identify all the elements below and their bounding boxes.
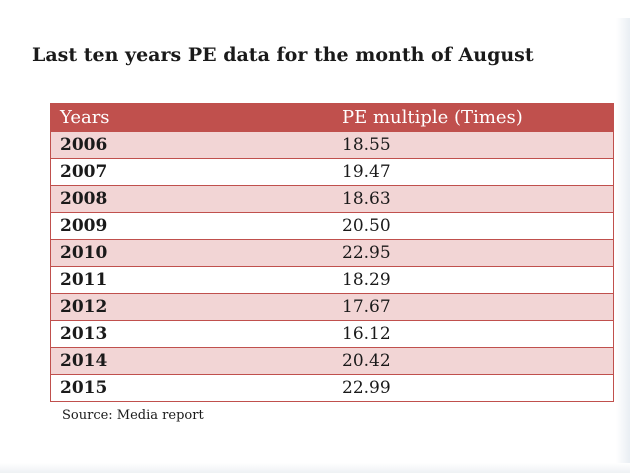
cell-pe-multiple: 22.95 — [333, 239, 614, 267]
page-edge-shadow-bottom — [0, 463, 630, 473]
cell-year: 2011 — [50, 266, 333, 294]
cell-year: 2012 — [50, 293, 333, 321]
table-body: 2006 18.55 2007 19.47 2008 18.63 2009 20.50 2010… — [50, 131, 614, 402]
pe-data-table: Years PE multiple (Times) 2006 18.55 2007 1… — [50, 103, 614, 402]
cell-pe-multiple: 17.67 — [333, 293, 614, 321]
table-row: 2015 22.99 — [50, 374, 614, 402]
column-header-pe-multiple: PE multiple (Times) — [333, 103, 614, 132]
table-row: 2014 20.42 — [50, 347, 614, 375]
cell-year: 2006 — [50, 131, 333, 159]
cell-pe-multiple: 18.63 — [333, 185, 614, 213]
table-title: Last ten years PE data for the month of … — [32, 44, 534, 66]
cell-pe-multiple: 22.99 — [333, 374, 614, 402]
table-row: 2011 18.29 — [50, 266, 614, 294]
source-note: Source: Media report — [62, 408, 204, 423]
cell-year: 2008 — [50, 185, 333, 213]
cell-pe-multiple: 16.12 — [333, 320, 614, 348]
table-row: 2006 18.55 — [50, 131, 614, 159]
cell-year: 2009 — [50, 212, 333, 240]
table-row: 2013 16.12 — [50, 320, 614, 348]
cell-pe-multiple: 18.55 — [333, 131, 614, 159]
table-row: 2009 20.50 — [50, 212, 614, 240]
cell-year: 2015 — [50, 374, 333, 402]
table-row: 2007 19.47 — [50, 158, 614, 186]
table-row: 2012 17.67 — [50, 293, 614, 321]
cell-year: 2014 — [50, 347, 333, 375]
cell-year: 2013 — [50, 320, 333, 348]
cell-pe-multiple: 20.42 — [333, 347, 614, 375]
cell-year: 2010 — [50, 239, 333, 267]
page-edge-shadow-right — [616, 18, 630, 463]
cell-year: 2007 — [50, 158, 333, 186]
cell-pe-multiple: 20.50 — [333, 212, 614, 240]
table-header-row: Years PE multiple (Times) — [50, 103, 614, 132]
cell-pe-multiple: 19.47 — [333, 158, 614, 186]
table-row: 2008 18.63 — [50, 185, 614, 213]
table-row: 2010 22.95 — [50, 239, 614, 267]
column-header-years: Years — [50, 103, 333, 132]
cell-pe-multiple: 18.29 — [333, 266, 614, 294]
